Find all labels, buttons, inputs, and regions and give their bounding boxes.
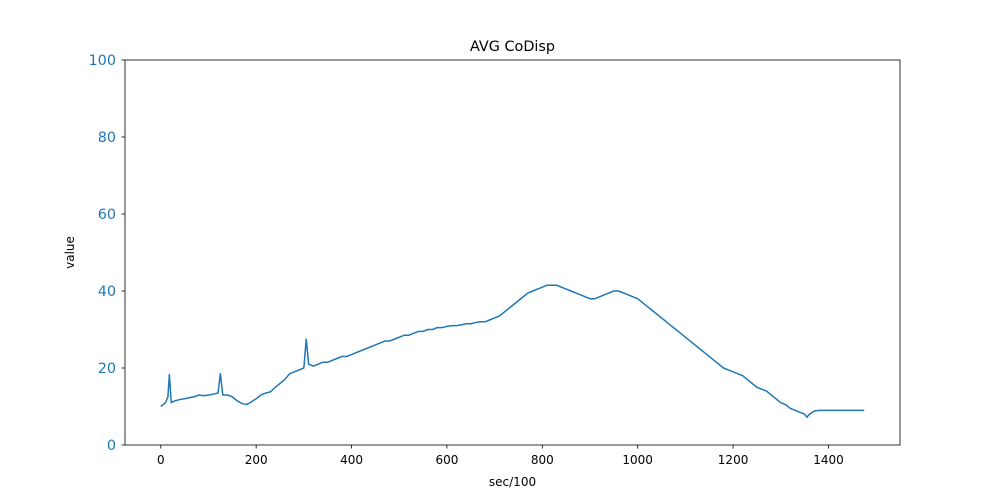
x-tick-label: 1000 <box>622 453 653 467</box>
y-tick-label: 60 <box>98 207 116 223</box>
series-line-avg-codisp <box>160 284 865 419</box>
y-axis-label: value <box>63 236 77 269</box>
x-tick-label: 200 <box>245 453 268 467</box>
x-tick-label: 800 <box>531 453 554 467</box>
x-tick-label: 0 <box>157 453 165 467</box>
chart-title: AVG CoDisp <box>470 39 555 55</box>
x-tick-label: 1200 <box>718 453 749 467</box>
x-axis-ticks: 0 200 400 600 800 1000 1200 1400 <box>157 445 844 467</box>
y-tick-label: 0 <box>107 438 116 454</box>
x-tick-label: 400 <box>340 453 363 467</box>
y-tick-label: 100 <box>89 53 116 69</box>
axes-frame <box>124 59 901 446</box>
x-axis-label: sec/100 <box>489 475 536 489</box>
y-axis-ticks: 0 20 40 60 80 100 <box>89 53 125 454</box>
y-tick-label: 40 <box>98 284 116 300</box>
y-tick-label: 80 <box>98 130 116 146</box>
y-tick-label: 20 <box>98 361 116 377</box>
x-tick-label: 1400 <box>813 453 844 467</box>
x-tick-label: 600 <box>435 453 458 467</box>
